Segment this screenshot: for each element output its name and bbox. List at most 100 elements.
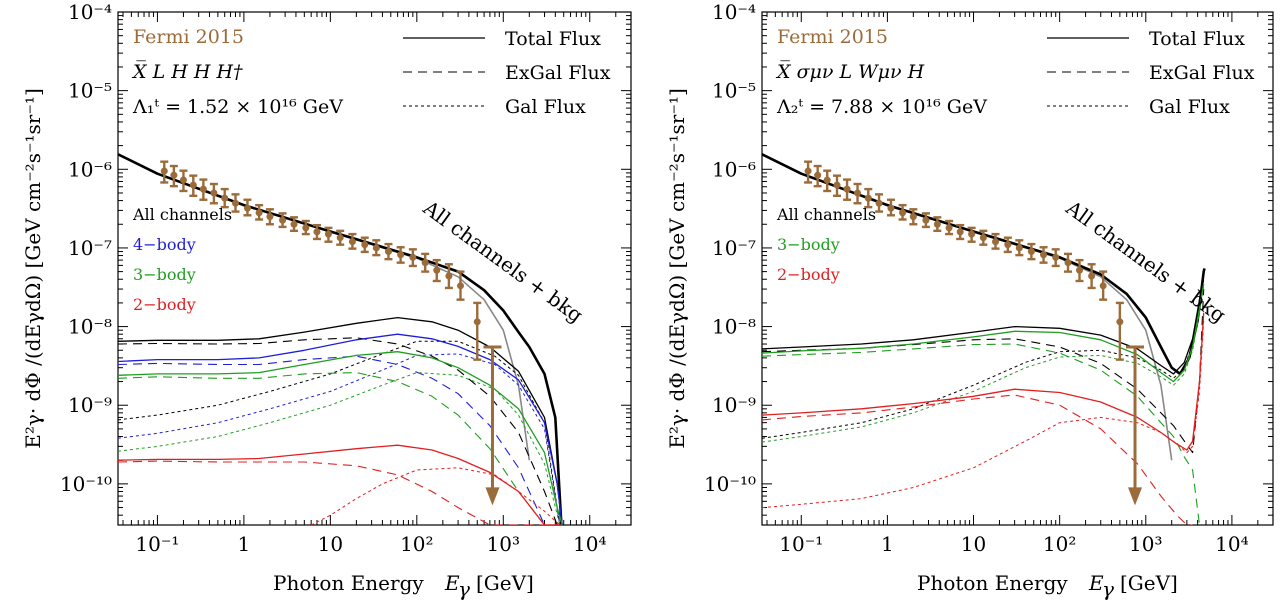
y-tick-label: 10⁻⁵ xyxy=(68,79,112,103)
x-axis-variable-sub: γ xyxy=(1102,577,1114,601)
fermi-point xyxy=(170,171,178,179)
fermi-point xyxy=(473,318,481,326)
fermi-point xyxy=(409,253,417,261)
y-tick-label: 10⁻¹⁰ xyxy=(60,472,112,496)
channel-label: 2−body xyxy=(133,295,196,314)
series-line-3 xyxy=(762,289,1205,454)
fermi-point xyxy=(384,248,392,256)
annotation-label: All channels + bkg xyxy=(418,195,588,327)
y-tick-label: 10⁻⁶ xyxy=(68,157,112,181)
fermi-point xyxy=(1075,266,1083,274)
fermi-point xyxy=(232,199,240,207)
series-line-9 xyxy=(762,394,1193,525)
series-line-6 xyxy=(118,355,546,525)
x-tick-label: 10 xyxy=(961,532,986,556)
series-line-13 xyxy=(310,467,561,525)
series-line-2 xyxy=(118,316,563,525)
series-line-7 xyxy=(762,285,1205,443)
operator-label: X̅ σμν L Wμν H xyxy=(775,61,925,83)
x-tick-label: 10² xyxy=(1043,532,1076,556)
fermi-points xyxy=(160,160,482,361)
fermi-point xyxy=(221,194,229,202)
x-tick-label: 10⁻¹ xyxy=(779,532,823,556)
series-line-0 xyxy=(762,153,1173,461)
fermi-point xyxy=(199,185,207,193)
fermi-point xyxy=(279,216,287,224)
plot-frame xyxy=(761,11,1274,526)
fermi-point xyxy=(361,241,369,249)
fermi-point xyxy=(992,238,1000,246)
fermi-point xyxy=(956,228,964,236)
y-tick-label: 10⁻⁴ xyxy=(712,0,756,24)
channel-label: All channels xyxy=(132,205,232,224)
fermi-point xyxy=(290,220,298,228)
series-line-5 xyxy=(762,283,1205,383)
fermi-point xyxy=(945,224,953,232)
fermi-point xyxy=(1064,259,1072,267)
fermi-point xyxy=(887,204,895,212)
plot-frame xyxy=(117,11,632,526)
fermi-point xyxy=(1015,244,1023,252)
fermi-point xyxy=(302,224,310,232)
fermi-point xyxy=(255,209,263,217)
y-tick-label: 10⁻⁹ xyxy=(68,393,112,417)
fermi-label: Fermi 2015 xyxy=(133,26,244,48)
y-tick-label: 10⁻⁸ xyxy=(712,315,756,339)
channel-label: 3−body xyxy=(133,265,196,284)
fermi-label: Fermi 2015 xyxy=(777,26,888,48)
legend-label-gal: Gal Flux xyxy=(505,96,586,118)
left-panel: 10⁻¹ 1 10 10² 10³ 10⁴ 10⁻¹⁰ 10⁻⁹ 10⁻⁸ 10⁻⁷ 10⁻⁶ 10⁻… xyxy=(21,0,632,601)
series-line-10 xyxy=(118,372,561,525)
channel-label: 3−body xyxy=(777,235,840,254)
fermi-point xyxy=(823,176,831,184)
fermi-point xyxy=(348,238,356,246)
fermi-point xyxy=(1116,318,1124,326)
series-line-4 xyxy=(118,340,561,525)
fermi-point xyxy=(899,209,907,217)
fermi-point xyxy=(864,194,872,202)
y-axis-label: E²γ· dΦ /(dEγdΩ) [GeV cm⁻²s⁻¹sr⁻¹] xyxy=(665,88,689,448)
legend-label-exgal: ExGal Flux xyxy=(505,62,611,84)
x-axis-label: Photon Energy xyxy=(917,571,1068,595)
legend-label-gal: Gal Flux xyxy=(1149,96,1230,118)
channel-label: 4−body xyxy=(133,235,196,254)
legend-label-exgal: ExGal Flux xyxy=(1149,62,1255,84)
series-line-7 xyxy=(118,353,561,525)
fermi-point xyxy=(875,199,883,207)
y-tick-label: 10⁻⁵ xyxy=(712,79,756,103)
fermi-point xyxy=(1088,272,1096,280)
y-tick-label: 10⁻⁷ xyxy=(68,236,112,260)
legend-label-total: Total Flux xyxy=(1149,28,1245,50)
x-axis-variable: E xyxy=(444,571,460,595)
fermi-point xyxy=(210,189,218,197)
fermi-point xyxy=(909,213,917,221)
y-tick-label: 10⁻⁷ xyxy=(712,236,756,260)
x-axis-unit: [GeV] xyxy=(1120,571,1178,595)
y-tick-label: 10⁻⁹ xyxy=(712,393,756,417)
y-tick-label: 10⁻⁸ xyxy=(68,315,112,339)
fermi-point xyxy=(313,228,321,236)
y-axis-label: E²γ· dΦ /(dEγdΩ) [GeV cm⁻²s⁻¹sr⁻¹] xyxy=(21,88,45,448)
fermi-point xyxy=(421,259,429,267)
fermi-point xyxy=(324,230,332,238)
series-line-1 xyxy=(118,153,563,525)
channel-label: All channels xyxy=(776,205,876,224)
upper-limit-arrowhead xyxy=(485,487,500,506)
fermi-point xyxy=(372,244,380,252)
fermi-points xyxy=(804,160,1124,361)
fermi-point xyxy=(979,234,987,242)
x-tick-label: 10⁴ xyxy=(573,532,606,556)
fermi-point xyxy=(189,181,197,189)
x-axis-unit: [GeV] xyxy=(476,571,534,595)
fermi-point xyxy=(804,167,812,175)
fermi-point xyxy=(968,230,976,238)
fermi-point xyxy=(1052,253,1060,261)
fermi-point xyxy=(266,213,274,221)
series-line-6 xyxy=(762,343,1201,525)
fermi-point xyxy=(922,216,930,224)
series-line-11 xyxy=(118,444,563,525)
series-line-2 xyxy=(762,275,1205,375)
fermi-point xyxy=(445,272,453,280)
x-axis-variable: E xyxy=(1088,571,1104,595)
